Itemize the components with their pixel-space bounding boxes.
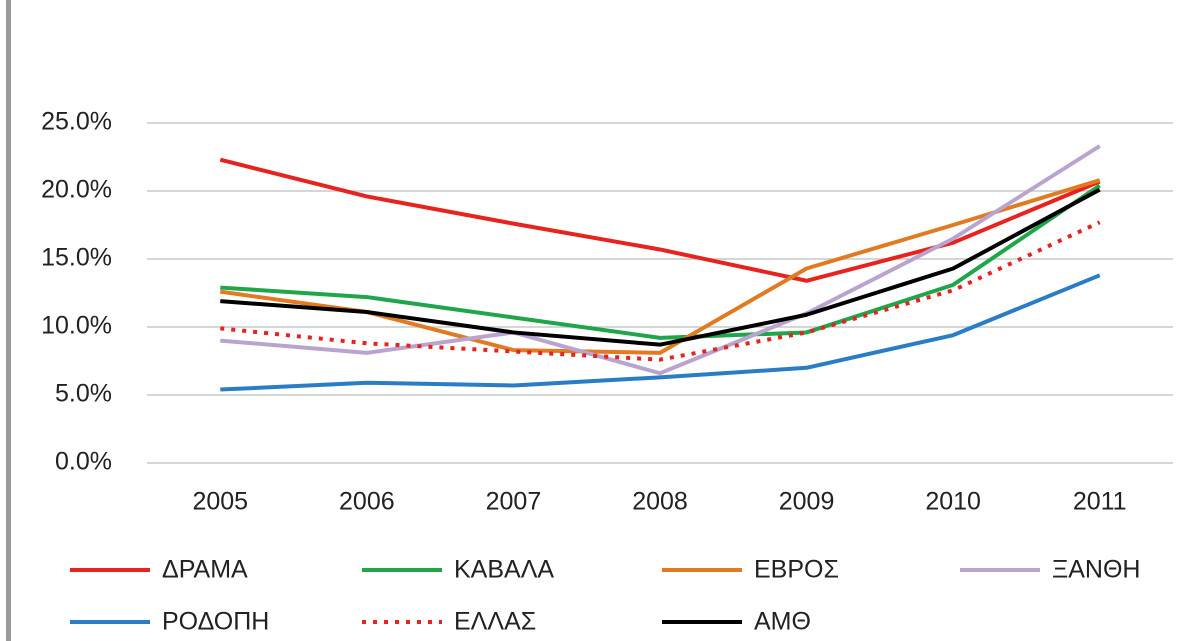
y-tick-label: 20.0% bbox=[41, 176, 112, 204]
series-line bbox=[220, 273, 1101, 392]
legend-label: ΔΡΑΜΑ bbox=[162, 556, 248, 584]
legend-label: ΕΒΡΟΣ bbox=[754, 556, 839, 584]
series-line bbox=[220, 187, 1101, 347]
x-tick-label: 2006 bbox=[339, 488, 395, 516]
series-line bbox=[220, 183, 1101, 340]
x-tick-label: 2009 bbox=[779, 488, 835, 516]
legend-label: ΡΟΔΟΠΗ bbox=[162, 608, 269, 636]
legend-label: ΑΜΘ bbox=[754, 608, 811, 636]
x-tick-label: 2011 bbox=[1073, 488, 1127, 516]
series-line bbox=[220, 144, 1101, 376]
x-tick-label: 2008 bbox=[632, 488, 688, 516]
y-tick-label: 10.0% bbox=[41, 312, 112, 340]
series-line bbox=[219, 157, 1101, 283]
y-tick-label: 5.0% bbox=[55, 380, 112, 408]
x-tick-label: 2010 bbox=[925, 488, 981, 516]
y-tick-label: 15.0% bbox=[41, 244, 112, 272]
left-border bbox=[6, 0, 11, 641]
x-tick-label: 2005 bbox=[192, 488, 248, 516]
y-tick-label: 25.0% bbox=[41, 108, 112, 136]
x-tick-label: 2007 bbox=[486, 488, 542, 516]
legend-label: ΕΛΛΑΣ bbox=[454, 608, 536, 636]
series-line bbox=[220, 220, 1101, 362]
legend-label: ΞΑΝΘΗ bbox=[1052, 556, 1140, 584]
y-tick-label: 0.0% bbox=[55, 448, 112, 476]
legend-label: ΚΑΒΑΛΑ bbox=[454, 556, 554, 584]
